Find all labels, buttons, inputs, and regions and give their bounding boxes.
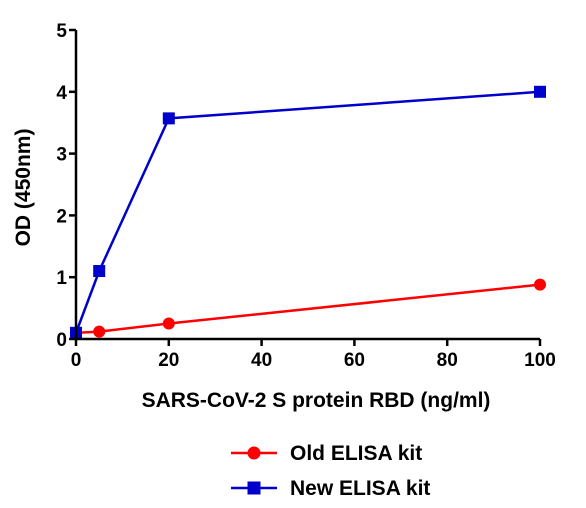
data-point <box>534 85 546 98</box>
x-tick-label: 0 <box>71 350 82 371</box>
y-tick-label: 5 <box>56 21 67 42</box>
x-tick-label: 40 <box>251 350 272 371</box>
x-tick-label: 60 <box>344 350 365 371</box>
legend-marker <box>247 446 261 460</box>
series-line <box>75 283 541 335</box>
data-point <box>162 112 175 125</box>
series-layer <box>70 85 546 339</box>
data-point <box>534 278 546 291</box>
y-axis-title: OD (450nm) <box>12 129 35 247</box>
x-tick-label: 100 <box>524 350 556 371</box>
y-tick-label: 3 <box>56 145 67 166</box>
y-axis-ticks: 0 1 2 3 4 5 <box>56 21 76 351</box>
x-tick-label: 80 <box>437 350 458 371</box>
x-tick-label: 20 <box>158 350 179 371</box>
data-point <box>93 265 106 278</box>
legend-marker <box>247 481 261 495</box>
legend-item: Old ELISA kit <box>231 442 422 465</box>
data-point <box>93 325 106 338</box>
y-tick-label: 0 <box>56 330 67 351</box>
y-tick-label: 2 <box>56 206 67 227</box>
data-point <box>162 317 175 330</box>
y-tick-label: 4 <box>56 83 67 104</box>
legend-item: New ELISA kit <box>231 477 430 500</box>
y-tick-label: 1 <box>56 268 67 289</box>
series-line <box>74 90 541 334</box>
legend-label: New ELISA kit <box>290 477 430 500</box>
series-1 <box>70 278 546 339</box>
series-2 <box>70 85 546 339</box>
legend-label: Old ELISA kit <box>290 442 422 465</box>
x-axis-ticks: 0 20 40 60 80 100 <box>71 339 556 371</box>
x-axis-title: SARS-CoV-2 S protein RBD (ng/ml) <box>142 389 491 412</box>
legend: Old ELISA kit New ELISA kit <box>231 442 430 500</box>
